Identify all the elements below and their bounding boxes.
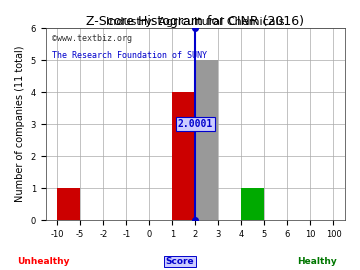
- Text: Healthy: Healthy: [297, 257, 337, 266]
- Bar: [57, 188, 80, 220]
- Title: Z-Score Histogram for CINR (2016): Z-Score Histogram for CINR (2016): [86, 15, 304, 28]
- Y-axis label: Number of companies (11 total): Number of companies (11 total): [15, 46, 25, 202]
- Text: 2.0001: 2.0001: [178, 119, 213, 129]
- Bar: [195, 60, 219, 220]
- Text: ©www.textbiz.org: ©www.textbiz.org: [51, 34, 132, 43]
- Bar: [241, 188, 264, 220]
- Bar: [172, 92, 195, 220]
- Text: The Research Foundation of SUNY: The Research Foundation of SUNY: [51, 51, 207, 60]
- Text: Unhealthy: Unhealthy: [17, 257, 69, 266]
- Text: Score: Score: [166, 257, 194, 266]
- Text: Industry: Agricultural Chemicals: Industry: Agricultural Chemicals: [106, 17, 284, 27]
